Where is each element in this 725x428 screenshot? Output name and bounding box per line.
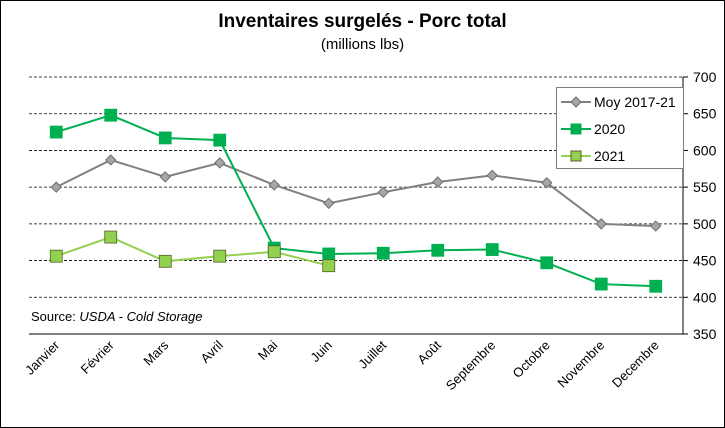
chart-subtitle: (millions lbs) xyxy=(320,36,405,53)
data-point xyxy=(105,154,117,166)
data-point xyxy=(104,108,118,122)
legend-label: 2020 xyxy=(594,121,626,137)
x-tick-label: Juin xyxy=(307,338,334,365)
data-point xyxy=(485,243,499,256)
legend-label: Moy 2017-21 xyxy=(594,94,676,110)
data-point xyxy=(158,254,172,268)
y-tick-label: 550 xyxy=(693,179,717,195)
x-tick-label: Decembre xyxy=(609,338,662,391)
series-line xyxy=(55,158,656,228)
x-tick-label: Juillet xyxy=(355,337,389,371)
data-point xyxy=(540,256,554,270)
y-tick-label: 700 xyxy=(693,69,717,85)
x-tick-label: Mars xyxy=(140,337,171,368)
data-point xyxy=(268,179,280,191)
x-tick-label: Janvier xyxy=(22,337,63,378)
source-label: Source: xyxy=(31,309,80,324)
data-point xyxy=(323,197,335,210)
series-line xyxy=(55,235,329,267)
legend-label: 2021 xyxy=(594,148,626,164)
data-point xyxy=(214,157,226,169)
x-tick-label: Août xyxy=(414,337,444,367)
data-point xyxy=(104,230,118,244)
data-point xyxy=(432,176,444,188)
data-point xyxy=(158,131,172,145)
y-tick-label: 600 xyxy=(693,142,717,158)
data-point xyxy=(49,125,63,139)
legend-marker xyxy=(561,123,591,135)
legend: Moy 2017-21 2020 2021 xyxy=(556,87,684,169)
data-point xyxy=(486,169,498,182)
data-point xyxy=(541,177,553,189)
data-point xyxy=(376,246,390,260)
data-point xyxy=(377,186,389,198)
x-tick-label: Avril xyxy=(198,337,226,365)
data-point xyxy=(322,247,336,261)
data-point xyxy=(322,259,336,273)
data-point xyxy=(650,220,662,232)
legend-item: 2021 xyxy=(561,147,625,165)
x-tick-label: Mai xyxy=(255,337,280,362)
legend-item: 2020 xyxy=(561,120,625,138)
legend-marker xyxy=(561,96,591,108)
data-point xyxy=(213,249,227,263)
data-point xyxy=(50,181,62,193)
x-tick-label: Septembre xyxy=(443,338,499,394)
data-point xyxy=(431,243,445,257)
source-name: USDA - Cold Storage xyxy=(79,309,203,324)
data-point xyxy=(159,171,171,183)
y-tick-label: 350 xyxy=(693,326,717,342)
data-point xyxy=(595,218,607,230)
chart-title: Inventaires surgelés - Porc total xyxy=(218,11,507,32)
source-note: Source: USDA - Cold Storage xyxy=(31,309,203,324)
x-tick-label: Novembre xyxy=(554,338,607,391)
y-tick-label: 450 xyxy=(693,253,717,269)
x-tick-label: Février xyxy=(78,337,118,377)
data-point xyxy=(213,133,227,147)
data-point xyxy=(49,249,63,263)
series-line xyxy=(55,114,656,288)
y-tick-label: 500 xyxy=(693,216,717,232)
data-point xyxy=(649,279,663,293)
data-point xyxy=(594,277,608,291)
y-tick-label: 650 xyxy=(693,106,717,122)
data-point xyxy=(267,245,281,259)
x-tick-label: Octobre xyxy=(510,338,553,381)
y-tick-label: 400 xyxy=(693,289,717,305)
legend-item: Moy 2017-21 xyxy=(561,93,676,111)
legend-marker xyxy=(561,150,591,162)
